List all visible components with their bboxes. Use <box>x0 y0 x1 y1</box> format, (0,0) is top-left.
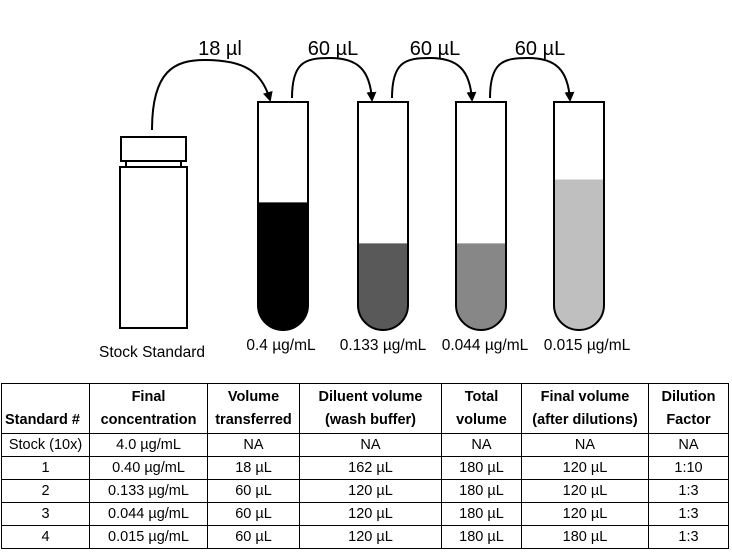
header-final-concentration: Final concentration <box>89 383 208 434</box>
table-cell: NA <box>521 433 649 457</box>
table-row: 4 0.015 µg/mL 60 µL 120 µL 180 µL 180 µL… <box>1 525 729 549</box>
tube-1 <box>257 101 309 331</box>
table-row: 2 0.133 µg/mL 60 µL 120 µL 180 µL 120 µL… <box>1 479 729 503</box>
table-cell: NA <box>441 433 522 457</box>
stock-vial-cap <box>120 136 187 162</box>
table-cell: 162 µL <box>299 456 442 480</box>
tube-3 <box>455 101 507 331</box>
stock-vial <box>119 136 188 329</box>
table-cell: 1:3 <box>648 502 729 526</box>
table-cell: 1:10 <box>648 456 729 480</box>
table-cell: NA <box>207 433 300 457</box>
table-cell: 0.133 µg/mL <box>89 479 208 503</box>
table-header-row: Standard # Final concentration Volume tran… <box>1 383 729 434</box>
table-cell: 120 µL <box>299 525 442 549</box>
tube-1-outline <box>257 101 309 331</box>
tube-3-outline <box>455 101 507 331</box>
table-cell: 120 µL <box>521 502 649 526</box>
table-cell: 60 µL <box>207 525 300 549</box>
tube-3-liquid <box>456 243 506 330</box>
header-standard-number: Standard # <box>1 383 90 434</box>
tube-4-outline <box>553 101 605 331</box>
tube-4-liquid <box>554 179 604 330</box>
transfer-arrow-1 <box>151 58 273 131</box>
header-total-volume: Total volume <box>441 383 522 434</box>
table-cell: 4.0 µg/mL <box>89 433 208 457</box>
table-cell: 18 µL <box>207 456 300 480</box>
transfer-arrow-2 <box>291 56 377 102</box>
tube-2-outline <box>357 101 409 331</box>
table-cell: 1 <box>1 456 90 480</box>
tube-1-concentration-label: 0.4 µg/mL <box>246 337 316 354</box>
table-cell: 60 µL <box>207 479 300 503</box>
table-cell: 180 µL <box>521 525 649 549</box>
table-cell: 120 µL <box>521 456 649 480</box>
table-cell: 180 µL <box>441 479 522 503</box>
transfer-1-volume-label: 18 µl <box>198 38 242 60</box>
tube-2-concentration-label: 0.133 µg/mL <box>340 337 427 354</box>
table-cell: 1:3 <box>648 479 729 503</box>
tube-2 <box>357 101 409 331</box>
table-cell: 120 µL <box>299 502 442 526</box>
table-cell: 1:3 <box>648 525 729 549</box>
serial-dilution-diagram: Stock Standard 0.4 µg/mL 0.133 µg/mL 0.0… <box>99 38 631 361</box>
table-cell: 0.40 µg/mL <box>89 456 208 480</box>
header-final-volume: Final volume (after dilutions) <box>521 383 649 434</box>
table-cell: Stock (10x) <box>1 433 90 457</box>
dilution-table-container: Standard # Final concentration Volume tran… <box>1 383 729 549</box>
transfer-2-volume-label: 60 µL <box>308 38 358 60</box>
table-cell: 180 µL <box>441 502 522 526</box>
dilution-tubes <box>257 101 605 331</box>
dilution-table: Standard # Final concentration Volume tran… <box>1 383 729 549</box>
table-cell: 180 µL <box>441 525 522 549</box>
table-cell: 4 <box>1 525 90 549</box>
transfer-3-volume-label: 60 µL <box>410 38 460 60</box>
stock-vial-body <box>119 166 188 329</box>
table-cell: 120 µL <box>521 479 649 503</box>
header-volume-transferred: Volume transferred <box>207 383 300 434</box>
tube-3-concentration-label: 0.044 µg/mL <box>442 337 529 354</box>
tube-4 <box>553 101 605 331</box>
tube-4-concentration-label: 0.015 µg/mL <box>544 337 631 354</box>
tube-1-liquid <box>258 202 308 330</box>
table-cell: 60 µL <box>207 502 300 526</box>
table-row: 3 0.044 µg/mL 60 µL 120 µL 180 µL 120 µL… <box>1 502 729 526</box>
table-cell: 2 <box>1 479 90 503</box>
transfer-arrow-3 <box>391 56 477 102</box>
header-dilution-factor: Dilution Factor <box>648 383 729 434</box>
header-diluent-volume: Diluent volume (wash buffer) <box>299 383 442 434</box>
transfer-arrow-4 <box>489 56 575 102</box>
tube-2-liquid <box>358 243 408 330</box>
stock-standard-label: Stock Standard <box>99 344 205 361</box>
table-cell: 120 µL <box>299 479 442 503</box>
transfer-4-volume-label: 60 µL <box>515 38 565 60</box>
table-cell: 0.015 µg/mL <box>89 525 208 549</box>
table-cell: NA <box>648 433 729 457</box>
table-cell: NA <box>299 433 442 457</box>
table-row: Stock (10x) 4.0 µg/mL NA NA NA NA NA <box>1 433 729 457</box>
table-row: 1 0.40 µg/mL 18 µL 162 µL 180 µL 120 µL … <box>1 456 729 480</box>
table-cell: 3 <box>1 502 90 526</box>
table-cell: 0.044 µg/mL <box>89 502 208 526</box>
table-cell: 180 µL <box>441 456 522 480</box>
